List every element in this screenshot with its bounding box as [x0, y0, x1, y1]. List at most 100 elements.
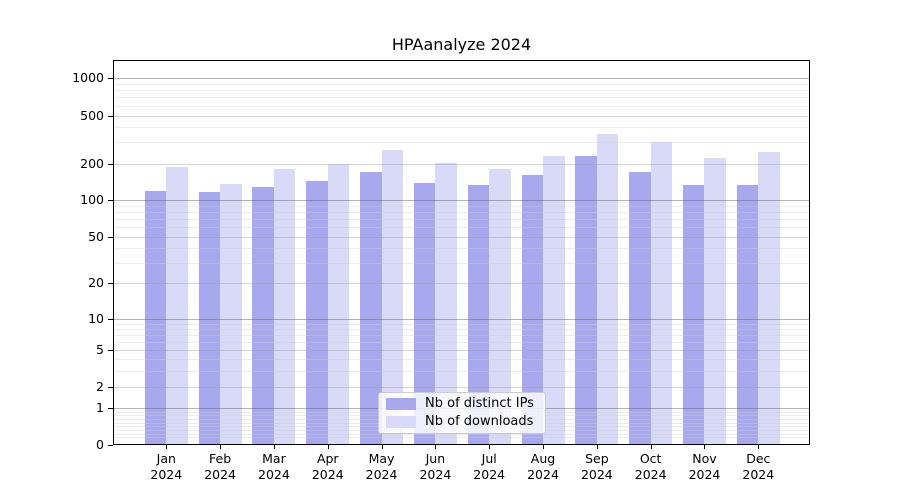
- y-axis-tick-label: 1: [96, 400, 104, 415]
- bar-downloads: [704, 157, 726, 445]
- gridline: [113, 205, 810, 207]
- y-axis-tick-label: 500: [80, 107, 104, 123]
- x-axis-tick-label: Apr 2024: [311, 451, 344, 482]
- plot-area: [113, 60, 810, 445]
- y-tick-mark: [108, 283, 113, 285]
- y-tick-mark: [108, 444, 113, 446]
- gridline: [113, 323, 810, 325]
- y-tick-mark: [108, 200, 113, 202]
- chart-title: HPAanalyze 2024: [391, 35, 532, 54]
- x-axis-tick-label: Jul 2024: [473, 451, 506, 482]
- x-axis-tick-label: Nov 2024: [688, 451, 721, 482]
- legend: Nb of distinct IPs Nb of downloads: [378, 392, 546, 434]
- y-tick-mark: [108, 115, 113, 117]
- gridline: [113, 212, 810, 214]
- gridline: [113, 370, 810, 372]
- bar-distinct-ips: [144, 190, 167, 445]
- y-axis-tick-label: 10: [88, 311, 104, 326]
- bar-downloads: [596, 134, 619, 445]
- x-tick-mark: [596, 445, 598, 449]
- gridline: [113, 115, 810, 117]
- y-axis-tick-label: 20: [88, 275, 104, 291]
- bar-downloads: [489, 168, 511, 445]
- gridline: [113, 334, 810, 336]
- gridline: [113, 83, 810, 85]
- bar-downloads: [166, 167, 188, 445]
- y-tick-mark: [108, 163, 113, 165]
- y-tick-mark: [108, 408, 113, 409]
- bar-distinct-ips: [252, 186, 274, 445]
- gridline: [113, 328, 810, 330]
- gridline: [113, 437, 810, 439]
- gridline: [113, 433, 810, 435]
- y-tick-mark: [108, 78, 113, 80]
- x-tick-mark: [489, 445, 491, 449]
- gridline: [113, 127, 810, 129]
- gridline: [113, 219, 810, 221]
- y-axis-tick-label: 2: [96, 379, 104, 394]
- bar-distinct-ips: [467, 184, 490, 445]
- y-axis-tick-label: 50: [88, 228, 104, 244]
- y-tick-mark: [108, 319, 113, 320]
- x-tick-mark: [327, 445, 329, 449]
- gridline: [113, 236, 810, 238]
- y-axis-tick-label: 1000: [72, 70, 104, 86]
- x-tick-mark: [166, 445, 168, 449]
- bar-distinct-ips: [413, 182, 436, 445]
- x-axis-tick-label: Mar 2024: [258, 451, 290, 482]
- legend-swatch-distinct-ips: [386, 398, 416, 411]
- x-axis-tick-label: Sep 2024: [580, 451, 613, 482]
- x-tick-mark: [273, 445, 275, 449]
- gridline: [113, 283, 810, 285]
- x-tick-mark: [381, 445, 383, 449]
- x-tick-mark: [220, 445, 222, 449]
- bar-downloads: [435, 163, 457, 445]
- y-axis-tick-label: 0: [96, 436, 104, 452]
- y-axis-tick-label: 100: [80, 192, 104, 208]
- x-tick-mark: [758, 445, 760, 449]
- legend-swatch-downloads: [386, 415, 416, 428]
- y-axis-tick-label: 200: [80, 155, 104, 171]
- bar-distinct-ips: [521, 175, 544, 445]
- bar-downloads: [273, 169, 296, 445]
- gridline: [113, 341, 810, 343]
- gridline: [113, 387, 810, 388]
- legend-label-downloads: Nb of downloads: [425, 413, 534, 429]
- x-axis-tick-label: Oct 2024: [634, 451, 667, 482]
- gridline: [113, 248, 810, 250]
- legend-label-distinct-ips: Nb of distinct IPs: [425, 396, 534, 412]
- x-tick-mark: [435, 445, 437, 449]
- legend-item-downloads: Nb of downloads: [386, 413, 539, 430]
- gridline: [113, 350, 810, 351]
- gridline: [113, 227, 810, 229]
- bar-downloads: [220, 183, 242, 445]
- bar-distinct-ips: [198, 191, 221, 445]
- gridline: [113, 200, 810, 202]
- y-tick-mark: [108, 387, 113, 388]
- y-axis-tick-label: 5: [96, 342, 104, 357]
- bar-distinct-ips: [682, 184, 705, 445]
- x-axis-tick-label: Dec 2024: [742, 451, 775, 482]
- x-tick-mark: [543, 445, 545, 449]
- gridline: [113, 262, 810, 264]
- x-axis-tick-label: Aug 2024: [527, 451, 559, 482]
- y-tick-mark: [108, 236, 113, 238]
- x-axis-tick-label: Jun 2024: [419, 451, 452, 482]
- bar-distinct-ips: [575, 155, 597, 445]
- gridline: [113, 90, 810, 92]
- bar-distinct-ips: [306, 180, 328, 445]
- bar-downloads: [758, 151, 780, 445]
- x-axis-tick-label: Jan 2024: [150, 451, 183, 482]
- x-axis-tick-label: Feb 2024: [204, 451, 237, 482]
- x-tick-mark: [704, 445, 706, 449]
- bar-downloads: [543, 155, 565, 445]
- bar-distinct-ips: [360, 172, 382, 445]
- x-axis-tick-label: May 2024: [365, 451, 398, 482]
- gridline: [113, 97, 810, 99]
- bar-distinct-ips: [736, 184, 759, 445]
- gridline: [113, 319, 810, 320]
- gridline: [113, 142, 810, 144]
- legend-item-distinct-ips: Nb of distinct IPs: [386, 396, 539, 413]
- gridline: [113, 105, 810, 107]
